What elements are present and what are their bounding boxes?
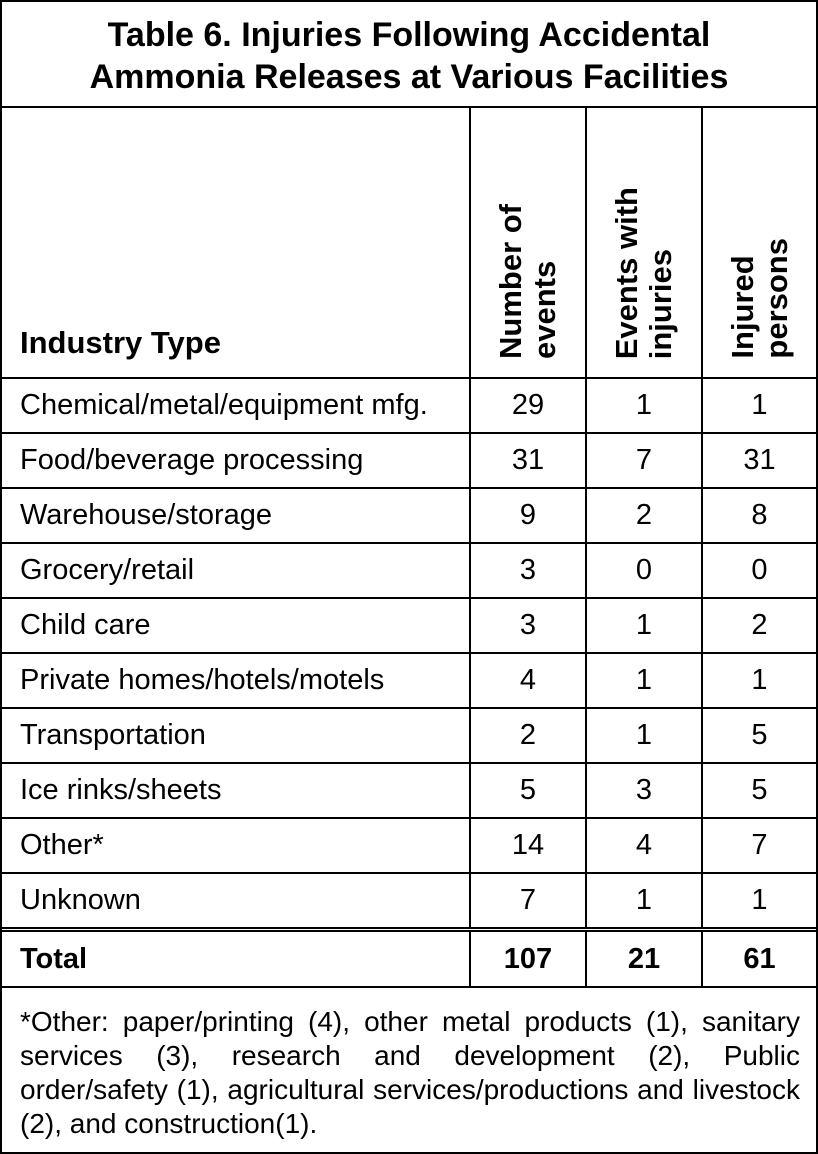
- cell-events: 2: [469, 707, 587, 764]
- footnote: *Other: paper/printing (4), other metal …: [20, 1006, 800, 1139]
- cell-industry: Food/beverage processing: [2, 432, 471, 489]
- cell-events: 29: [469, 377, 587, 434]
- header-number-of-events-label: Number of events: [493, 204, 562, 359]
- total-injured: 61: [701, 927, 816, 988]
- cell-industry: Chemical/metal/equipment mfg.: [2, 377, 471, 434]
- cell-events: 14: [469, 817, 587, 874]
- cell-injured: 5: [701, 707, 816, 764]
- cell-with-injuries: 1: [585, 597, 703, 654]
- cell-industry: Unknown: [2, 872, 471, 931]
- cell-events: 7: [469, 872, 587, 931]
- header-events-with-injuries-label: Events with injuries: [609, 186, 678, 359]
- header-industry-type: Industry Type: [2, 108, 471, 379]
- header-row: Industry Type Number of events Events wi…: [2, 108, 816, 379]
- cell-with-injuries: 1: [585, 377, 703, 434]
- cell-with-injuries: 0: [585, 542, 703, 599]
- header-injured-persons: Injured persons: [701, 108, 816, 379]
- cell-industry: Child care: [2, 597, 471, 654]
- header-injured-persons-label: Injured persons: [724, 238, 794, 359]
- cell-injured: 31: [701, 432, 816, 489]
- cell-industry: Transportation: [2, 707, 471, 764]
- cell-industry: Ice rinks/sheets: [2, 762, 471, 819]
- total-row: Total 107 21 61: [2, 927, 816, 988]
- cell-events: 3: [469, 542, 587, 599]
- cell-events: 5: [469, 762, 587, 819]
- cell-industry: Other*: [2, 817, 471, 874]
- cell-with-injuries: 1: [585, 707, 703, 764]
- cell-industry: Private homes/hotels/motels: [2, 652, 471, 709]
- cell-with-injuries: 1: [585, 872, 703, 931]
- table-row: Other* 14 4 7: [2, 817, 816, 874]
- total-events: 107: [469, 927, 587, 988]
- header-events-with-injuries: Events with injuries: [585, 108, 703, 379]
- cell-events: 3: [469, 597, 587, 654]
- cell-with-injuries: 2: [585, 487, 703, 544]
- table-row: Warehouse/storage 9 2 8: [2, 487, 816, 544]
- table-row: Private homes/hotels/motels 4 1 1: [2, 652, 816, 709]
- table-row: Ice rinks/sheets 5 3 5: [2, 762, 816, 819]
- cell-with-injuries: 7: [585, 432, 703, 489]
- header-number-of-events: Number of events: [469, 108, 587, 379]
- cell-events: 31: [469, 432, 587, 489]
- table-row: Food/beverage processing 31 7 31: [2, 432, 816, 489]
- table-row: Chemical/metal/equipment mfg. 29 1 1: [2, 377, 816, 434]
- cell-injured: 1: [701, 652, 816, 709]
- table-row: Child care 3 1 2: [2, 597, 816, 654]
- cell-with-injuries: 4: [585, 817, 703, 874]
- total-with-injuries: 21: [585, 927, 703, 988]
- cell-injured: 1: [701, 872, 816, 931]
- cell-injured: 0: [701, 542, 816, 599]
- table-title: Table 6. Injuries Following Accidental A…: [2, 2, 816, 108]
- cell-injured: 5: [701, 762, 816, 819]
- cell-injured: 1: [701, 377, 816, 434]
- table-row: Grocery/retail 3 0 0: [2, 542, 816, 599]
- cell-injured: 7: [701, 817, 816, 874]
- title-line-1: Table 6. Injuries Following Accidental: [107, 16, 711, 54]
- cell-injured: 2: [701, 597, 816, 654]
- table-row: Transportation 2 1 5: [2, 707, 816, 764]
- cell-industry: Grocery/retail: [2, 542, 471, 599]
- cell-events: 4: [469, 652, 587, 709]
- cell-with-injuries: 3: [585, 762, 703, 819]
- title-line-2: Ammonia Releases at Various Facilities: [89, 58, 729, 96]
- total-label: Total: [2, 927, 471, 988]
- cell-industry: Warehouse/storage: [2, 487, 471, 544]
- cell-injured: 8: [701, 487, 816, 544]
- table-row: Unknown 7 1 1: [2, 872, 816, 931]
- injuries-table: Industry Type Number of events Events wi…: [2, 108, 816, 988]
- cell-events: 9: [469, 487, 587, 544]
- cell-with-injuries: 1: [585, 652, 703, 709]
